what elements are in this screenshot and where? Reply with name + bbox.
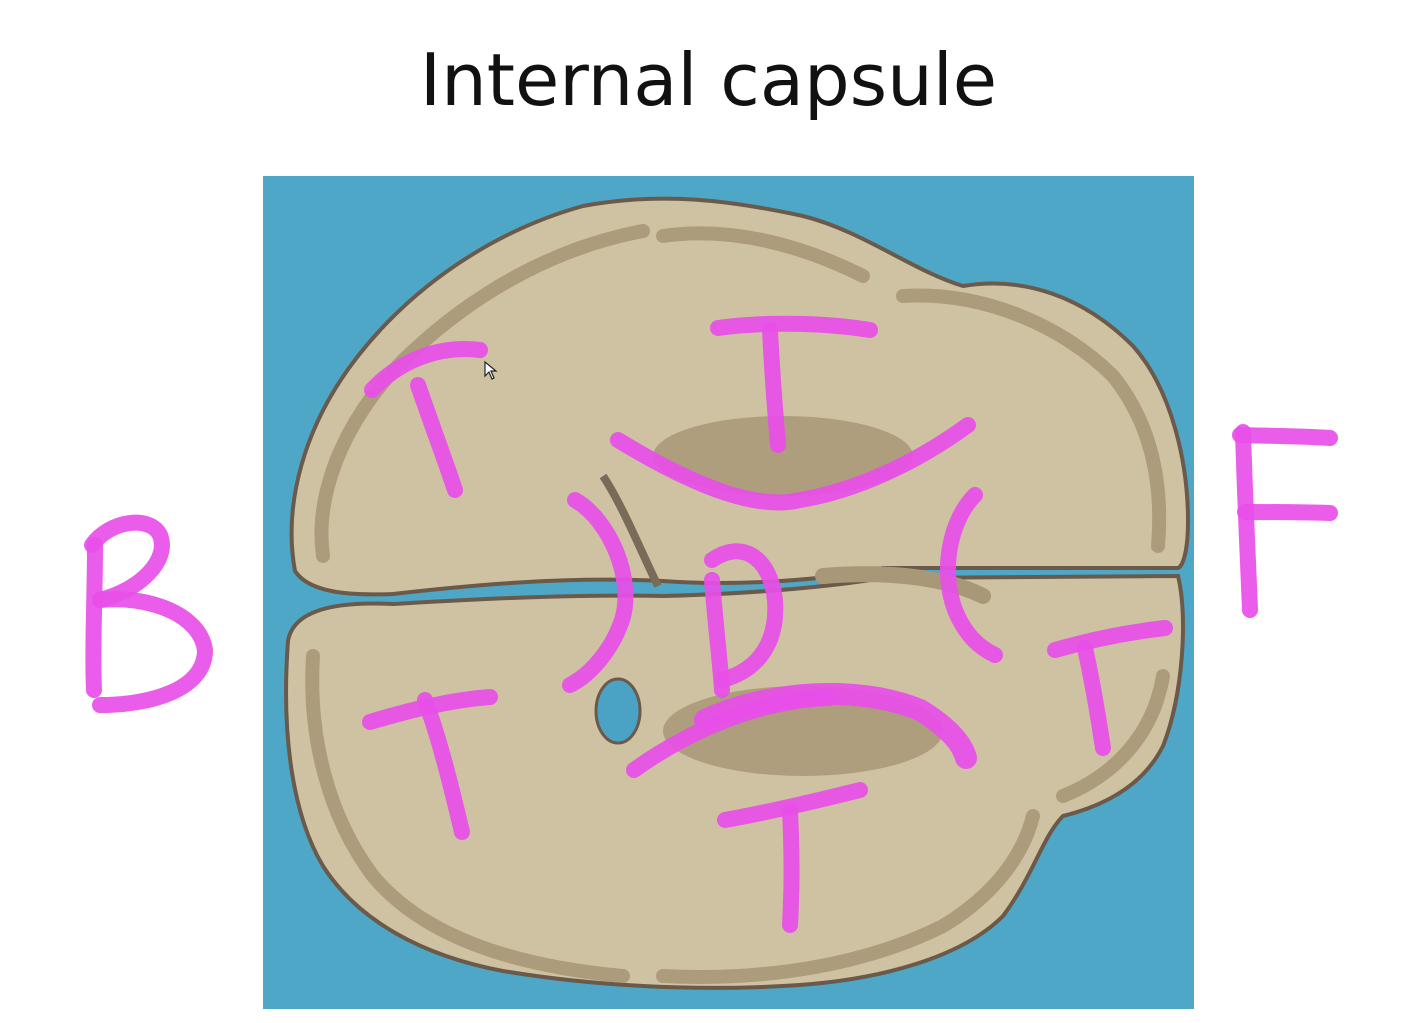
ventricle-hole (594, 677, 642, 745)
upper-nucleus (653, 416, 913, 496)
letter-F (1232, 424, 1338, 618)
lower-nucleus (663, 686, 943, 776)
slide-title: Internal capsule (419, 38, 998, 122)
letter-B (84, 514, 213, 713)
brain-slice-photo (263, 176, 1194, 1009)
